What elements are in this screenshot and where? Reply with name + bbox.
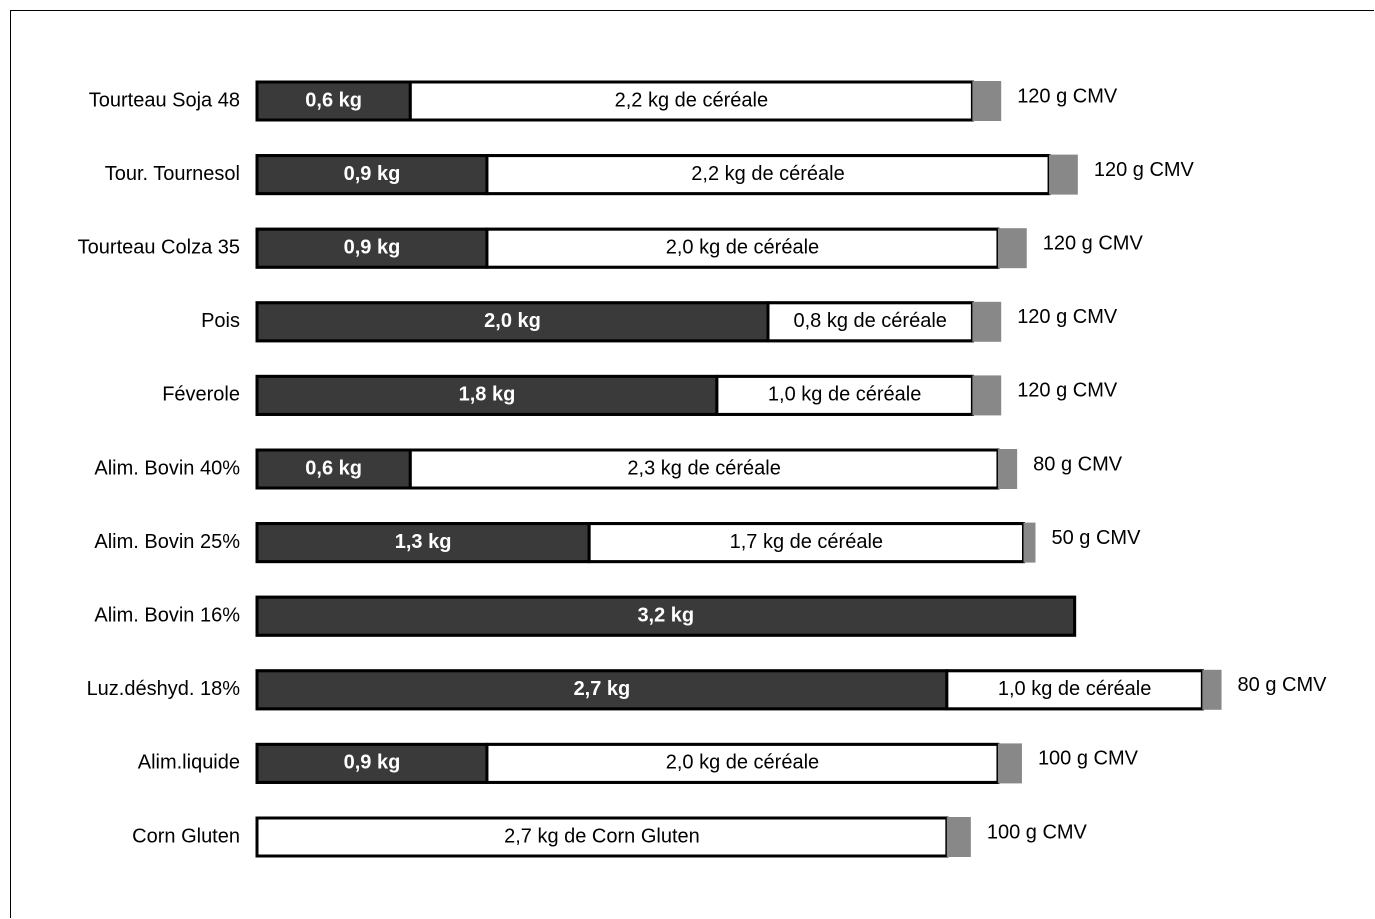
cmv-value-label: 80 g CMV: [1033, 453, 1123, 475]
cmv-value-label: 50 g CMV: [1052, 527, 1142, 549]
category-label: Tourteau Colza 35: [78, 236, 240, 258]
protein-value-label: 2,0 kg: [484, 310, 541, 332]
protein-bar: [255, 595, 1077, 637]
protein-value-label: 2,7 kg: [574, 678, 631, 700]
cmv-value-label: 120 g CMV: [1017, 306, 1118, 328]
cereal-value-label: 1,7 kg de céréale: [730, 531, 883, 553]
cereal-value-label: 1,0 kg de céréale: [998, 678, 1151, 700]
cereal-value-label: 1,0 kg de céréale: [768, 384, 921, 406]
cmv-bar: [972, 375, 1002, 416]
cmv-value-label: 100 g CMV: [1038, 748, 1139, 770]
category-label: Féverole: [162, 384, 240, 406]
category-label: Corn Gluten: [132, 825, 240, 847]
protein-bar: [255, 227, 489, 269]
protein-value-label: 1,8 kg: [459, 384, 516, 406]
cmv-value-label: 120 g CMV: [1017, 380, 1118, 402]
cmv-bar: [972, 301, 1002, 342]
cmv-bar: [1023, 522, 1036, 563]
protein-bar: [255, 522, 591, 564]
cmv-bar: [972, 81, 1002, 121]
cmv-bar: [997, 743, 1022, 784]
cmv-bar: [1049, 154, 1078, 195]
cmv-bar: [997, 228, 1027, 269]
category-label: Alim. Bovin 25%: [94, 531, 240, 553]
protein-value-label: 0,9 kg: [344, 163, 401, 185]
category-label: Tour. Tournesol: [105, 163, 240, 185]
protein-value-label: 1,3 kg: [395, 531, 452, 553]
cereal-bar: [255, 816, 949, 858]
chart-frame: [10, 10, 1374, 918]
protein-value-label: 0,9 kg: [344, 236, 401, 258]
category-label: Alim. Bovin 16%: [94, 604, 240, 626]
cmv-value-label: 100 g CMV: [987, 821, 1088, 843]
cmv-bar: [997, 449, 1018, 489]
category-label: Alim.liquide: [138, 752, 240, 774]
cmv-bar: [946, 817, 971, 857]
cmv-value-label: 120 g CMV: [1043, 232, 1144, 254]
category-label: Pois: [201, 310, 240, 332]
category-label: Tourteau Soja 48: [89, 89, 240, 111]
cereal-bar: [485, 742, 1000, 784]
category-label: Alim. Bovin 40%: [94, 457, 240, 479]
cereal-bar: [408, 80, 974, 122]
cereal-value-label: 2,7 kg de Corn Gluten: [504, 825, 700, 847]
cmv-bar: [1202, 669, 1222, 710]
cereal-bar: [766, 301, 974, 343]
cereal-value-label: 2,0 kg de céréale: [666, 236, 819, 258]
protein-value-label: 0,6 kg: [305, 89, 362, 111]
cmv-value-label: 120 g CMV: [1017, 85, 1118, 107]
cmv-value-label: 80 g CMV: [1238, 674, 1328, 696]
protein-bar: [255, 374, 719, 416]
category-label: Luz.déshyd. 18%: [87, 678, 241, 700]
protein-value-label: 0,9 kg: [344, 752, 401, 774]
protein-value-label: 0,6 kg: [305, 457, 362, 479]
protein-bar: [255, 448, 412, 490]
cereal-value-label: 2,2 kg de céréale: [615, 89, 768, 111]
cmv-value-label: 120 g CMV: [1094, 159, 1195, 181]
cereal-value-label: 2,3 kg de céréale: [627, 457, 780, 479]
cereal-bar: [485, 154, 1051, 196]
cereal-value-label: 2,2 kg de céréale: [691, 163, 844, 185]
cereal-value-label: 2,0 kg de céréale: [666, 752, 819, 774]
protein-value-label: 3,2 kg: [637, 604, 694, 626]
cereal-value-label: 0,8 kg de céréale: [793, 310, 946, 332]
